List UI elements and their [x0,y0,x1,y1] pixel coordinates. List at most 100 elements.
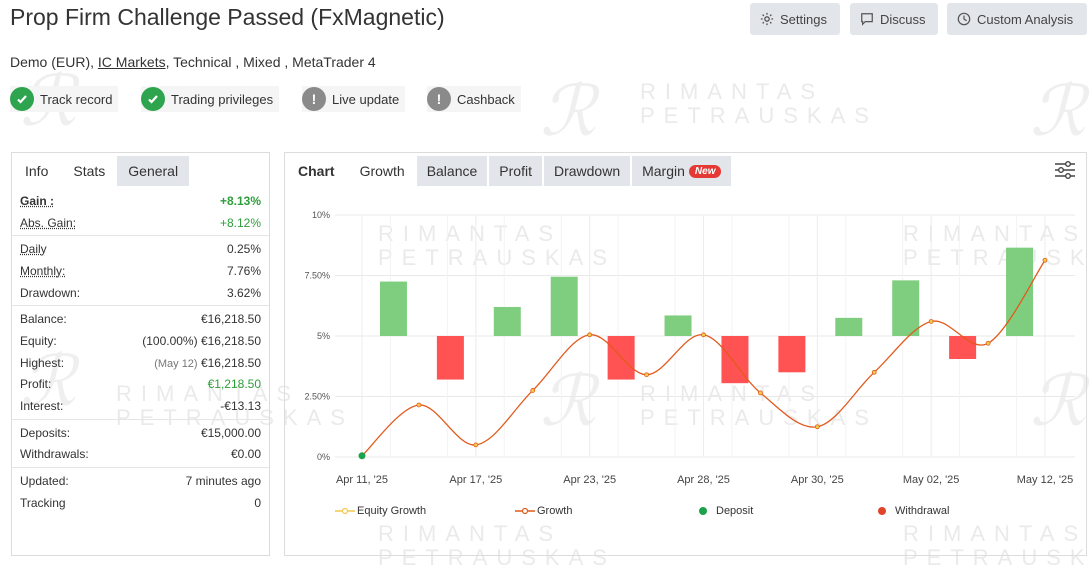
stat-label: Updated: [20,474,69,489]
line-marker-icon [515,507,535,515]
badge-live-update[interactable]: ! Live update [302,86,406,112]
account-meta: Demo (EUR), IC Markets, Technical , Mixe… [10,54,376,70]
stat-value: €1,218.50 [207,377,261,392]
stat-abs-gain: Abs. Gain: +8.12% [12,212,269,234]
filter-settings-icon[interactable] [1054,160,1076,180]
tab-margin-label: Margin [642,163,685,179]
dot-marker-icon [878,507,886,515]
stat-value: 7.76% [226,263,261,278]
tab-info[interactable]: Info [12,156,62,186]
custom-analysis-label: Custom Analysis [977,11,1074,27]
stat-withdrawals: Withdrawals: €0.00 [12,444,269,466]
badge-label: Cashback [457,91,515,107]
legend-label: Withdrawal [895,505,950,517]
badge-label: Track record [40,91,113,107]
legend-label: Equity Growth [357,505,427,517]
legend-growth[interactable]: Growth [515,505,572,517]
discuss-label: Discuss [880,11,926,27]
stat-label: Highest: [20,355,65,370]
stat-label[interactable]: Daily [20,242,47,257]
stat-tracking: Tracking 0 [12,492,269,514]
stat-label: Withdrawals: [20,447,89,462]
tab-chart: Chart [285,156,348,186]
stats-panel: Info Stats General Gain : +8.13% Abs. Gai… [11,152,270,556]
stat-interest: Interest: -€13.13 [12,395,269,417]
stat-label: Balance: [20,312,67,327]
stat-profit: Profit: €1,218.50 [12,374,269,396]
stat-drawdown: Drawdown: 3.62% [12,282,269,304]
stat-label: Tracking [20,495,66,510]
tab-growth[interactable]: Growth [349,156,415,186]
settings-label: Settings [780,11,827,27]
stat-value: €16,218.50 [200,333,261,348]
stat-gain: Gain : +8.13% [12,190,269,212]
clock-icon [957,12,971,26]
stat-label[interactable]: Monthly: [20,263,66,278]
check-circle-icon [10,87,34,111]
stat-value: -€13.13 [220,399,261,414]
chart-panel: Chart Growth Balance Profit Drawdown Mar… [284,152,1087,556]
stat-highest: Highest: (May 12) €16,218.50 [12,352,269,374]
tab-balance[interactable]: Balance [416,156,488,186]
stat-label: Deposits: [20,425,71,440]
account-tags: , Technical , Mixed , MetaTrader 4 [165,54,376,70]
exclamation-circle-icon: ! [427,87,451,111]
legend-label: Deposit [716,505,754,517]
stat-label: Profit: [20,377,52,392]
legend-deposit[interactable]: Deposit [698,505,753,517]
stat-label[interactable]: Gain : [20,193,55,208]
discuss-button[interactable]: Discuss [850,3,938,35]
stat-value: €16,218.50 [200,355,261,370]
stat-label: Equity: [20,333,57,348]
legend-label: Growth [537,505,573,517]
tab-profit[interactable]: Profit [489,156,542,186]
check-circle-icon [141,87,165,111]
tab-stats[interactable]: Stats [63,156,116,186]
settings-button[interactable]: Settings [750,3,840,35]
legend-withdrawal[interactable]: Withdrawal [877,505,949,517]
broker-link[interactable]: IC Markets [97,54,166,70]
new-badge: New [688,164,722,178]
stat-label[interactable]: Abs. Gain: [20,215,77,230]
stat-daily: Daily 0.25% [12,238,269,260]
chart-tabs: Chart Growth Balance Profit Drawdown Mar… [285,153,1086,186]
stat-updated: Updated: 7 minutes ago [12,470,269,492]
watermark-flourish: ℛ [1030,70,1086,152]
stat-value: 0 [254,495,261,510]
custom-analysis-button[interactable]: Custom Analysis [947,3,1087,35]
stat-extra: (May 12) [154,357,198,370]
stats-tabs: Info Stats General [12,153,269,186]
dot-marker-icon [699,507,707,515]
exclamation-circle-icon: ! [302,87,326,111]
badge-trading-privileges[interactable]: Trading privileges [141,86,280,112]
stat-value: +8.13% [219,193,261,208]
line-marker-icon [335,507,355,515]
stat-value: +8.12% [219,215,261,230]
watermark-flourish: ℛ [540,70,596,152]
comment-icon [861,13,873,26]
account-type: Demo (EUR), [10,54,95,70]
tab-general[interactable]: General [117,156,190,186]
stat-extra: (100.00%) [142,333,198,348]
badge-label: Trading privileges [171,91,274,107]
stat-label: Interest: [20,399,64,414]
stat-value: €0.00 [230,447,261,462]
stat-value: €16,218.50 [200,312,261,327]
stat-label: Drawdown: [20,285,81,300]
gear-icon [760,12,774,26]
tab-drawdown[interactable]: Drawdown [543,156,631,186]
tab-margin[interactable]: Margin New [632,156,732,186]
stat-value: 0.25% [226,242,261,257]
badge-track-record[interactable]: Track record [10,86,119,112]
legend-equity-growth[interactable]: Equity Growth [335,505,426,517]
stat-value: €15,000.00 [200,425,261,440]
badge-cashback[interactable]: ! Cashback [427,86,521,112]
page-title: Prop Firm Challenge Passed (FxMagnetic) [10,4,445,30]
stat-value: 3.62% [226,285,261,300]
stat-monthly: Monthly: 7.76% [12,260,269,282]
stat-equity: Equity: (100.00%) €16,218.50 [12,330,269,352]
stat-value: 7 minutes ago [185,474,261,489]
stats-list: Gain : +8.13% Abs. Gain: +8.12% Daily 0.25%… [12,190,269,514]
badge-label: Live update [332,91,400,107]
